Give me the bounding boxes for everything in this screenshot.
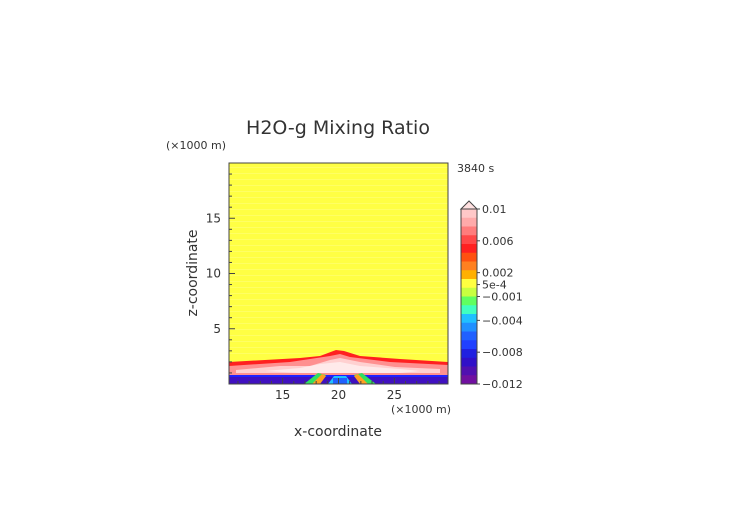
texture-band: [229, 311, 448, 312]
texture-band: [229, 329, 448, 330]
colorbar-swatch: [461, 366, 477, 376]
texture-band: [229, 203, 448, 204]
texture-band: [229, 191, 448, 192]
texture-band: [229, 251, 448, 252]
colorbar-label: 0.01: [482, 203, 507, 216]
updraft-orange-2: [354, 374, 368, 384]
texture-band: [229, 245, 448, 246]
colorbar-swatch: [461, 305, 477, 315]
texture-band: [229, 269, 448, 270]
texture-band: [229, 275, 448, 276]
colorbar-swatch: [461, 357, 477, 367]
texture-band: [229, 233, 448, 234]
texture-band: [229, 335, 448, 336]
background-field: [229, 163, 448, 384]
colorbar-swatch: [461, 261, 477, 271]
colorbar-swatch: [461, 244, 477, 254]
colorbar-swatch: [461, 270, 477, 280]
texture-band: [229, 287, 448, 288]
colorbar-swatch: [461, 287, 477, 297]
colorbar-swatch: [461, 217, 477, 227]
x-tick-label: 20: [331, 388, 346, 402]
chart-title: H2O-g Mixing Ratio: [246, 117, 430, 139]
colorbar-swatch: [461, 349, 477, 359]
heatmap-field: [229, 163, 448, 384]
texture-band: [229, 239, 448, 240]
texture-band: [229, 317, 448, 318]
y-tick-label: 10: [206, 267, 221, 281]
time-label: 3840 s: [457, 162, 494, 175]
texture-band: [229, 281, 448, 282]
y-axis: 5 10 15: [206, 173, 235, 374]
texture-band: [229, 185, 448, 186]
texture-band: [229, 227, 448, 228]
texture-band: [229, 173, 448, 174]
colorbar-swatch: [461, 340, 477, 350]
texture-band: [229, 179, 448, 180]
texture-band: [229, 197, 448, 198]
colorbar-label: 5e-4: [482, 279, 507, 292]
y-scale-label: (×1000 m): [166, 139, 226, 152]
colorbar-swatch: [461, 279, 477, 289]
texture-band: [229, 221, 448, 222]
colorbar-swatch: [461, 252, 477, 262]
colorbar-label: 0.006: [482, 235, 514, 248]
colorbar-label: −0.008: [482, 346, 523, 359]
y-axis-label: z-coordinate: [185, 229, 201, 316]
x-axis: 15 20 25: [237, 378, 440, 402]
y-tick-label: 15: [206, 211, 221, 225]
texture-band: [229, 341, 448, 342]
colorbar-extend-arrow: [459, 200, 479, 210]
colorbar-swatch: [461, 314, 477, 324]
colorbar-swatch: [461, 226, 477, 236]
colorbar-swatch: [461, 296, 477, 306]
colorbar-swatch: [461, 331, 477, 341]
texture-band: [229, 347, 448, 348]
texture-band: [229, 323, 448, 324]
texture-band: [229, 263, 448, 264]
x-tick-label: 25: [387, 388, 402, 402]
colorbar-label: −0.012: [482, 378, 523, 391]
colorbar-swatch: [461, 375, 477, 385]
texture-band: [229, 167, 448, 168]
colorbar-label: 0.002: [482, 267, 514, 280]
colorbar-swatch: [461, 322, 477, 332]
colorbar-label: −0.001: [482, 291, 523, 304]
texture-band: [229, 257, 448, 258]
colorbar-label: −0.004: [482, 314, 523, 327]
x-scale-label: (×1000 m): [391, 403, 451, 416]
texture-band: [229, 215, 448, 216]
x-tick-label: 15: [275, 388, 290, 402]
texture-band: [229, 305, 448, 306]
colorbar-swatch: [461, 209, 477, 219]
updraft-orange: [312, 374, 326, 384]
y-tick-label: 5: [213, 322, 221, 336]
texture-band: [229, 293, 448, 294]
texture-band: [229, 209, 448, 210]
x-axis-label: x-coordinate: [294, 424, 382, 440]
texture-band: [229, 299, 448, 300]
colorbar-swatch: [461, 235, 477, 245]
moist-core: [265, 362, 420, 373]
updraft-blue: [333, 378, 347, 384]
